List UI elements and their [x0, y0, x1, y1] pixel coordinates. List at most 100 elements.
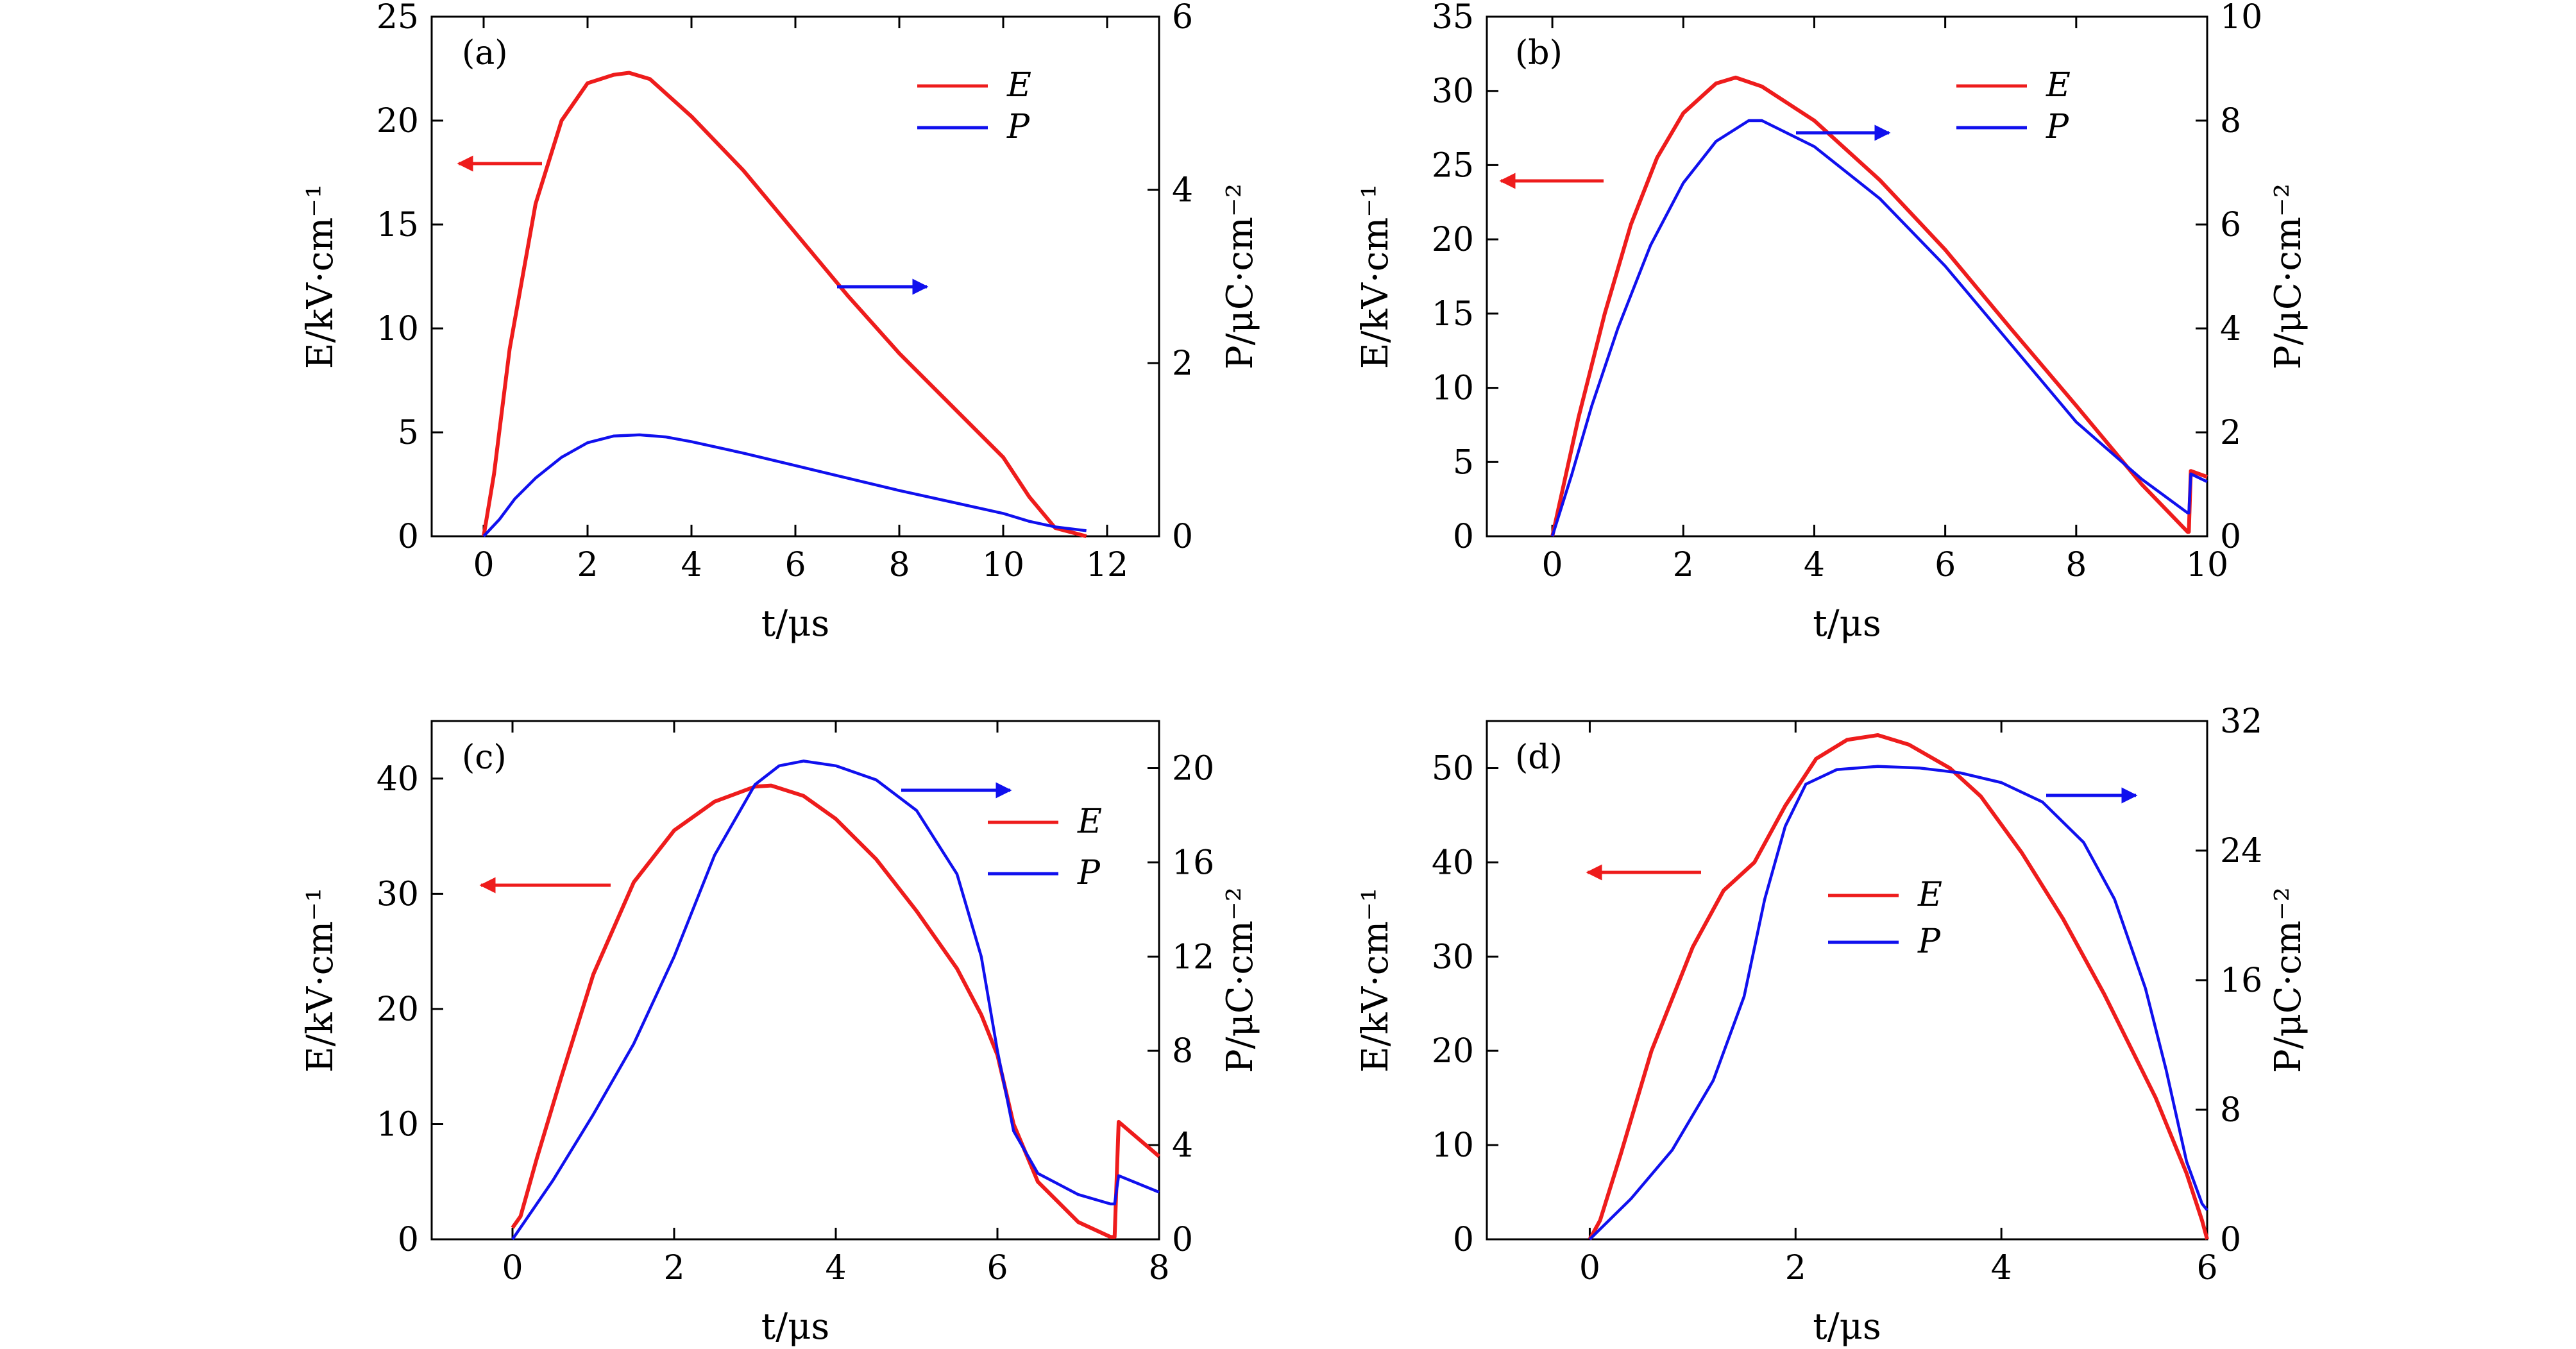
y-right-tick-label: 16 [1172, 844, 1214, 882]
x-tick-label: 8 [888, 546, 910, 584]
legend-label-E: E [2046, 66, 2071, 105]
y-right-tick-label: 2 [2220, 414, 2241, 452]
y-right-tick-label: 2 [1172, 344, 1193, 383]
y-right-tick-label: 32 [2220, 702, 2262, 741]
x-tick-label: 8 [2065, 546, 2087, 584]
x-tick-label: 2 [1785, 1249, 1806, 1287]
y-left-tick-label: 20 [377, 102, 419, 140]
y-left-tick-label: 0 [398, 1221, 419, 1259]
y-right-axis-label: P/μC·cm⁻² [1219, 887, 1261, 1073]
y-right-tick-label: 20 [1172, 749, 1214, 788]
y-left-tick-label: 10 [1432, 369, 1474, 408]
y-right-tick-label: 4 [1172, 1126, 1193, 1165]
legend-label-P: P [2046, 108, 2069, 146]
legend-label-P: P [1006, 108, 1030, 146]
x-tick-label: 6 [1935, 546, 1956, 584]
plot-frame [1486, 15, 2208, 538]
y-right-axis-label: P/μC·cm⁻² [2267, 183, 2309, 369]
y-left-tick-label: 20 [1432, 1032, 1474, 1071]
y-left-tick-label: 5 [1453, 443, 1474, 482]
y-left-tick-label: 30 [377, 875, 419, 913]
x-tick-label: 4 [1991, 1249, 2012, 1287]
y-left-tick-label: 50 [1432, 749, 1474, 788]
legend-label-E: E [1917, 876, 1942, 914]
y-right-tick-label: 6 [2220, 206, 2241, 244]
y-left-axis-label: E/kV·cm⁻¹ [1355, 184, 1396, 369]
y-left-axis-label: E/kV·cm⁻¹ [1355, 888, 1396, 1073]
x-axis-label: t/μs [761, 603, 830, 645]
y-right-tick-label: 4 [2220, 310, 2241, 348]
legend-label-P: P [1917, 922, 1941, 961]
y-left-tick-label: 35 [1432, 0, 1474, 37]
x-tick-label: 10 [2186, 546, 2228, 584]
y-left-tick-label: 25 [1432, 146, 1474, 185]
plot-frame [430, 720, 1160, 1241]
y-left-tick-label: 10 [1432, 1126, 1474, 1165]
y-left-tick-label: 15 [1432, 295, 1474, 334]
x-tick-label: 2 [577, 546, 598, 584]
y-left-tick-label: 25 [377, 0, 419, 37]
x-tick-label: 2 [663, 1249, 684, 1287]
plot-frame [430, 15, 1160, 538]
y-right-tick-label: 0 [1172, 518, 1193, 556]
x-tick-label: 0 [1542, 546, 1563, 584]
x-tick-label: 0 [473, 546, 494, 584]
y-left-tick-label: 40 [1432, 844, 1474, 882]
x-tick-label: 0 [1579, 1249, 1600, 1287]
x-tick-label: 4 [825, 1249, 846, 1287]
x-axis-label: t/μs [1813, 1306, 1881, 1348]
x-tick-label: 4 [681, 546, 702, 584]
series-line-P [1588, 765, 2208, 1241]
y-right-tick-label: 4 [1172, 171, 1193, 210]
y-left-tick-label: 5 [398, 414, 419, 452]
x-tick-label: 12 [1086, 546, 1128, 584]
y-left-tick-label: 10 [377, 1105, 419, 1144]
panel-label: (c) [462, 738, 507, 777]
series-line-P [1550, 119, 2208, 537]
y-left-tick-label: 0 [1453, 1221, 1474, 1259]
y-left-axis-label: E/kV·cm⁻¹ [300, 888, 341, 1073]
y-right-tick-label: 8 [2220, 1091, 2241, 1130]
y-left-tick-label: 0 [398, 518, 419, 556]
y-left-tick-label: 40 [377, 760, 419, 799]
legend-label-E: E [1006, 66, 1031, 105]
panel-label: (a) [462, 34, 508, 72]
y-right-tick-label: 16 [2220, 962, 2262, 1000]
legend-label-E: E [1077, 802, 1102, 841]
legend-label-P: P [1077, 854, 1101, 892]
panel-label: (d) [1515, 738, 1563, 777]
series-line-E [1588, 733, 2209, 1241]
x-tick-label: 10 [982, 546, 1024, 584]
panel-label: (b) [1515, 34, 1563, 72]
y-left-tick-label: 30 [1432, 938, 1474, 976]
x-tick-label: 2 [1673, 546, 1694, 584]
y-right-tick-label: 10 [2220, 0, 2262, 37]
y-right-tick-label: 24 [2220, 832, 2262, 870]
chart-panel-a: 0 2 4 6 8 10 12 0 5 10 15 20 25 0 2 4 6 t/μs E/kV·cm⁻¹ P/μC… [300, 0, 1261, 645]
series-line-E [511, 783, 1160, 1239]
y-right-tick-label: 0 [1172, 1221, 1193, 1259]
x-tick-label: 6 [2196, 1249, 2217, 1287]
series-line-E [1550, 75, 2208, 537]
y-left-tick-label: 0 [1453, 518, 1474, 556]
series-line-P [482, 433, 1087, 538]
y-right-tick-label: 6 [1172, 0, 1193, 37]
y-right-tick-label: 12 [1172, 938, 1214, 976]
series-line-P [511, 759, 1160, 1241]
y-right-tick-label: 8 [2220, 102, 2241, 140]
series-line-E [482, 71, 1087, 538]
x-tick-label: 8 [1148, 1249, 1169, 1287]
x-axis-label: t/μs [1813, 603, 1881, 645]
plot-frame [1486, 720, 2208, 1241]
chart-panel-b: 0 2 4 6 8 10051015202530350246810t/μsE/kV·cm⁻… [1355, 0, 2309, 645]
y-right-axis-label: P/μC·cm⁻² [1219, 183, 1261, 369]
x-tick-label: 6 [987, 1249, 1008, 1287]
x-axis-label: t/μs [761, 1306, 830, 1348]
x-tick-label: 4 [1804, 546, 1825, 584]
x-tick-label: 6 [784, 546, 806, 584]
x-tick-label: 0 [502, 1249, 523, 1287]
y-right-axis-label: P/μC·cm⁻² [2267, 887, 2309, 1073]
